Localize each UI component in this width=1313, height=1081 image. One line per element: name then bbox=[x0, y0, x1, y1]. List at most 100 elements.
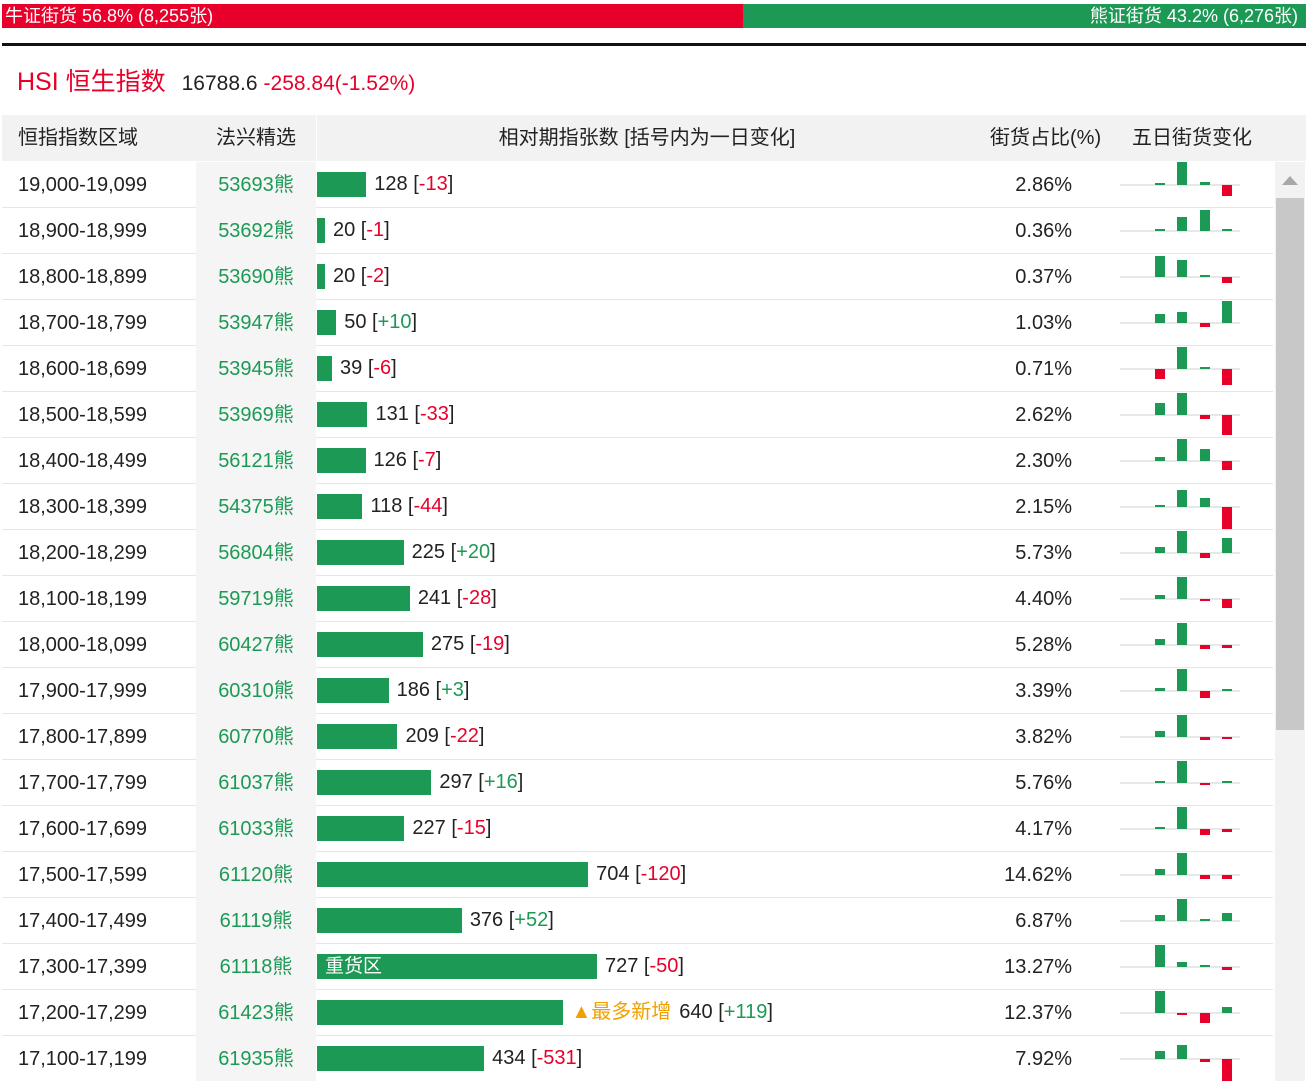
street-ratio: 1.03% bbox=[1015, 312, 1072, 334]
sparkline-bar bbox=[1200, 275, 1210, 277]
count-value: 128 [-13] bbox=[374, 162, 453, 206]
warrant-link[interactable]: 61119熊 bbox=[219, 910, 293, 932]
sparkline-bar bbox=[1177, 1013, 1187, 1015]
table-row: 18,200-18,299 56804熊 225 [+20] 5.73% bbox=[2, 530, 1273, 576]
warrant-link[interactable]: 61120熊 bbox=[218, 864, 294, 886]
count-change: +20 bbox=[456, 541, 491, 563]
street-ratio: 0.71% bbox=[1015, 358, 1072, 380]
bracket-close: ] bbox=[485, 817, 492, 839]
count-number: 275 [ bbox=[430, 633, 476, 655]
table-row: 17,700-17,799 61037熊 297 [+16] 5.76% bbox=[2, 760, 1273, 806]
count-bar bbox=[317, 816, 405, 841]
sparkline-bar bbox=[1155, 781, 1165, 783]
count-change: -2 bbox=[366, 265, 385, 287]
street-ratio: 7.92% bbox=[1015, 1048, 1072, 1070]
scrollbar-thumb[interactable] bbox=[1276, 198, 1304, 730]
count-bar: 重货区 bbox=[317, 954, 597, 979]
table-row: 18,600-18,699 53945熊 39 [-6] 0.71% bbox=[2, 346, 1273, 392]
table-row: 18,800-18,899 53690熊 20 [-2] 0.37% bbox=[2, 254, 1273, 300]
count-change: -44 bbox=[413, 495, 443, 517]
index-range: 18,200-18,299 bbox=[18, 542, 148, 564]
warrant-link[interactable]: 53947熊 bbox=[218, 312, 294, 334]
warrant-cell-bg bbox=[196, 806, 316, 852]
count-bar bbox=[317, 908, 462, 933]
bracket-close: ] bbox=[576, 1047, 583, 1069]
index-range: 17,900-17,999 bbox=[18, 680, 148, 702]
warrant-link[interactable]: 53945熊 bbox=[218, 358, 294, 380]
index-range: 17,200-17,299 bbox=[18, 1002, 148, 1024]
count-value: 209 [-22] bbox=[405, 714, 484, 758]
warrant-cell-bg bbox=[196, 346, 316, 392]
warrant-link[interactable]: 56121熊 bbox=[218, 450, 294, 472]
sparkline-bar bbox=[1177, 577, 1187, 599]
five-day-sparkline bbox=[1120, 393, 1240, 435]
warrant-link[interactable]: 54375熊 bbox=[218, 496, 294, 518]
sparkline-bar bbox=[1200, 737, 1210, 740]
warrant-link[interactable]: 60427熊 bbox=[218, 634, 294, 656]
bracket-close: ] bbox=[447, 173, 454, 195]
index-range: 18,100-18,199 bbox=[18, 588, 148, 610]
index-range: 18,700-18,799 bbox=[18, 312, 148, 334]
street-ratio: 6.87% bbox=[1015, 910, 1072, 932]
sparkline-bar bbox=[1222, 1007, 1232, 1013]
five-day-sparkline bbox=[1120, 853, 1240, 879]
count-number: 50 [ bbox=[344, 311, 378, 333]
warrant-link[interactable]: 59719熊 bbox=[218, 588, 294, 610]
street-ratio: 0.37% bbox=[1015, 266, 1072, 288]
warrant-link[interactable]: 61423熊 bbox=[218, 1002, 294, 1024]
count-change: -33 bbox=[419, 403, 449, 425]
five-day-sparkline bbox=[1120, 256, 1240, 283]
table-row: 17,200-17,299 61423熊 ▲最多新增 640 [+119] 12.37% bbox=[2, 990, 1273, 1036]
sparkline-bar bbox=[1222, 277, 1232, 283]
index-range: 17,600-17,699 bbox=[18, 818, 148, 840]
sparkline-bar bbox=[1177, 347, 1187, 369]
five-day-sparkline bbox=[1120, 899, 1240, 922]
street-ratio: 4.40% bbox=[1015, 588, 1072, 610]
warrant-cell-bg bbox=[196, 668, 316, 714]
warrant-cell-bg bbox=[196, 760, 316, 806]
count-value: 376 [+52] bbox=[470, 898, 554, 942]
warrant-cell-bg bbox=[196, 576, 316, 622]
warrant-link[interactable]: 53969熊 bbox=[218, 404, 294, 426]
sparkline-bar bbox=[1200, 645, 1210, 649]
count-bar bbox=[317, 1000, 564, 1025]
index-range: 18,500-18,599 bbox=[18, 404, 148, 426]
warrant-link[interactable]: 60310熊 bbox=[218, 680, 294, 702]
warrant-link[interactable]: 61033熊 bbox=[218, 818, 294, 840]
warrant-link[interactable]: 60770熊 bbox=[218, 726, 294, 748]
warrant-link[interactable]: 53692熊 bbox=[218, 220, 294, 242]
bracket-close: ] bbox=[517, 771, 524, 793]
warrant-link[interactable]: 53693熊 bbox=[218, 174, 294, 196]
table-row: 17,500-17,599 61120熊 704 [-120] 14.62% bbox=[2, 852, 1273, 898]
warrant-link[interactable]: 53690熊 bbox=[218, 266, 294, 288]
scrollbar[interactable] bbox=[1275, 162, 1305, 1081]
warrant-cell-bg bbox=[196, 392, 316, 438]
warrant-link[interactable]: 56804熊 bbox=[218, 542, 294, 564]
warrant-link[interactable]: 61118熊 bbox=[219, 956, 293, 978]
bracket-close: ] bbox=[491, 587, 497, 609]
scroll-up-arrow-icon[interactable] bbox=[1282, 176, 1298, 185]
count-change: -6 bbox=[373, 357, 392, 379]
sparkline-bar bbox=[1177, 962, 1187, 967]
count-value: 126 [-7] bbox=[374, 438, 442, 482]
sparkline-bar bbox=[1200, 449, 1210, 461]
count-value: 131 [-33] bbox=[375, 392, 454, 436]
bracket-close: ] bbox=[384, 265, 390, 287]
warrant-link[interactable]: 61935熊 bbox=[218, 1048, 294, 1070]
sparkline-bar bbox=[1177, 490, 1187, 507]
header-ratio: 街货占比(%) bbox=[990, 127, 1102, 149]
sparkline-bar bbox=[1222, 913, 1232, 921]
index-range: 19,000-19,099 bbox=[18, 174, 148, 196]
street-ratio: 3.39% bbox=[1015, 680, 1072, 702]
index-range: 17,100-17,199 bbox=[18, 1048, 148, 1070]
warrant-link[interactable]: 61037熊 bbox=[218, 772, 294, 794]
index-range: 17,800-17,899 bbox=[18, 726, 148, 748]
count-change: -28 bbox=[462, 587, 492, 609]
sparkline-bar bbox=[1222, 645, 1232, 648]
count-value: 20 [-2] bbox=[333, 254, 390, 298]
count-change: -120 bbox=[640, 863, 681, 885]
count-change: +10 bbox=[377, 311, 412, 333]
count-value: 118 [-44] bbox=[370, 484, 447, 528]
divider bbox=[2, 43, 1306, 46]
count-number: 640 [ bbox=[679, 1001, 724, 1023]
